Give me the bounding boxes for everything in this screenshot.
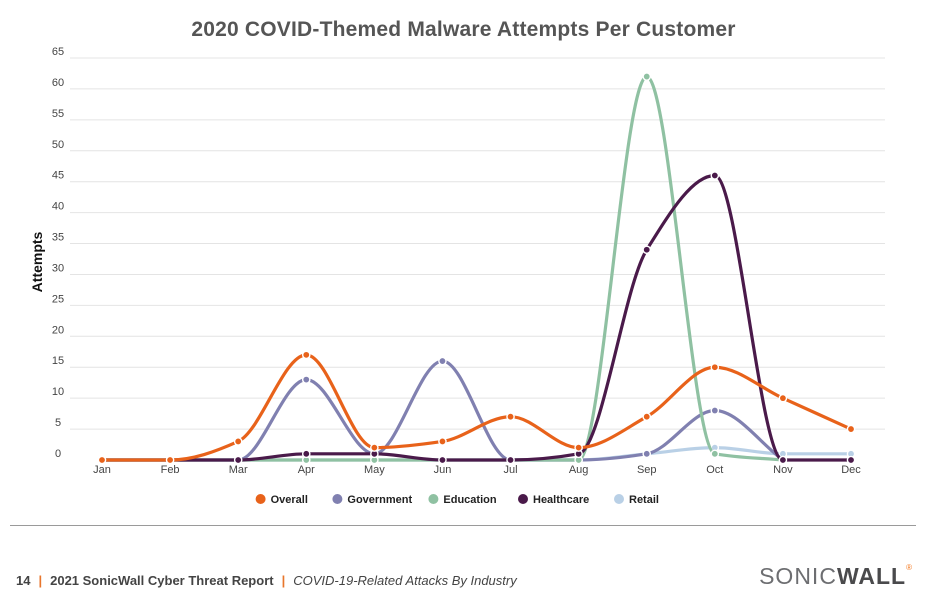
y-tick-label: 55 (52, 108, 64, 120)
y-axis-ticks: 0 5 10 15 20 25 30 35 40 45 50 55 60 65 (52, 46, 64, 460)
legend-label: Overall (271, 494, 308, 506)
legend: Overall Government Education Healthcare Reta… (255, 494, 659, 506)
data-point (438, 455, 447, 465)
data-point (233, 437, 243, 446)
data-point (506, 412, 515, 422)
data-point (301, 350, 311, 360)
legend-label: Education (443, 494, 496, 506)
logo-reg-mark: ® (906, 563, 913, 572)
series-government (97, 356, 788, 465)
data-point (506, 455, 515, 465)
chart-title: 2020 COVID-Themed Malware Attempts Per C… (191, 18, 736, 41)
y-tick-label: 0 (55, 448, 61, 460)
x-tick-label: Jun (434, 464, 452, 476)
x-tick-label: Sep (637, 464, 657, 476)
x-tick-label: Feb (161, 464, 180, 476)
data-point (710, 406, 720, 415)
y-tick-label: 30 (52, 262, 64, 274)
y-tick-label: 35 (52, 232, 64, 244)
y-tick-label: 10 (52, 386, 64, 398)
legend-marker (428, 494, 439, 504)
x-tick-label: Nov (773, 464, 793, 476)
legend-marker (332, 494, 343, 504)
footer-divider (10, 525, 916, 526)
legend-label: Government (347, 494, 412, 506)
y-tick-label: 20 (52, 324, 64, 336)
data-point (97, 455, 107, 465)
data-point (233, 455, 243, 465)
legend-label: Retail (629, 494, 659, 506)
x-tick-label: Dec (841, 464, 861, 476)
data-point (642, 245, 652, 255)
gridlines (70, 57, 885, 430)
page-footer: 14 | 2021 SonicWall Cyber Threat Report | CO… (16, 573, 517, 588)
data-point (165, 455, 175, 465)
y-tick-label: 45 (52, 170, 64, 182)
data-point (778, 393, 788, 403)
data-point (438, 356, 447, 366)
footer-separator: | (38, 573, 43, 588)
footer-separator: | (281, 573, 286, 588)
legend-marker (255, 494, 266, 504)
legend-item-education: Education (428, 494, 497, 506)
data-point (642, 412, 652, 422)
y-tick-label: 65 (52, 46, 64, 58)
logo-text-bold: WALL (836, 563, 907, 589)
section-title: COVID-19-Related Attacks By Industry (293, 573, 517, 588)
legend-marker (614, 494, 624, 504)
data-point (710, 362, 720, 372)
data-point (370, 443, 379, 452)
y-tick-label: 50 (52, 139, 64, 151)
series-healthcare (97, 171, 856, 465)
series-line (100, 173, 853, 462)
data-point (710, 449, 720, 459)
data-point (846, 455, 856, 465)
data-point (710, 171, 720, 180)
x-tick-label: Mar (229, 464, 248, 476)
legend-item-healthcare: Healthcare (518, 494, 589, 506)
x-tick-label: Jul (504, 464, 518, 476)
legend-marker (518, 494, 528, 504)
data-point (574, 443, 583, 452)
data-point (778, 455, 788, 465)
x-tick-label: Jan (93, 464, 111, 476)
y-tick-label: 60 (52, 77, 64, 89)
data-point (846, 424, 856, 434)
series-overall (97, 350, 856, 465)
data-point (301, 449, 311, 459)
data-point (301, 375, 311, 384)
x-tick-label: Apr (298, 464, 315, 476)
x-axis-ticks: Jan Feb Mar Apr May Jun Jul Aug Sep Oct Nov Dec (93, 464, 861, 476)
y-tick-label: 5 (55, 417, 61, 429)
legend-label: Healthcare (533, 494, 589, 506)
sonicwall-logo: SONICWALL® (759, 563, 913, 590)
series-lines (97, 72, 856, 465)
legend-item-overall: Overall (255, 494, 308, 506)
x-tick-label: Aug (569, 464, 589, 476)
y-axis-label: Attempts (29, 231, 45, 292)
x-tick-label: Oct (706, 464, 723, 476)
series-education (97, 72, 788, 465)
logo-text-light: SONIC (759, 563, 837, 589)
legend-item-retail: Retail (614, 494, 659, 506)
legend-item-government: Government (332, 494, 413, 506)
data-point (642, 72, 652, 81)
series-line (100, 74, 785, 462)
line-chart: 0 5 10 15 20 25 30 35 40 45 50 55 60 65 Jan Feb Mar Apr M… (29, 46, 885, 506)
y-tick-label: 25 (52, 293, 64, 305)
y-tick-label: 15 (52, 355, 64, 367)
data-point (438, 437, 447, 446)
y-tick-label: 40 (52, 201, 64, 213)
data-point (642, 449, 652, 459)
page-number: 14 (16, 573, 31, 588)
x-tick-label: May (364, 464, 385, 476)
report-title: 2021 SonicWall Cyber Threat Report (50, 573, 274, 588)
